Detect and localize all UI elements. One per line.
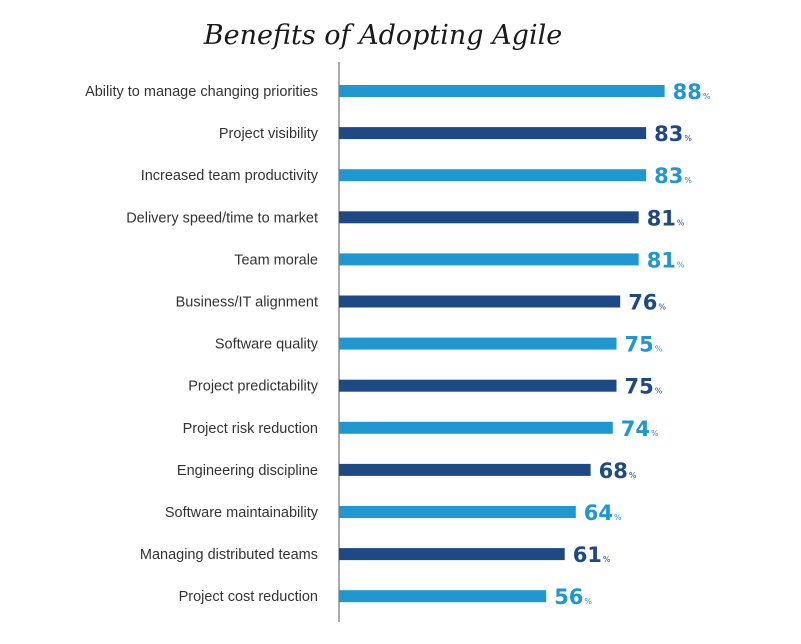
percent-sign: % (703, 92, 711, 101)
bars-group (339, 85, 665, 603)
category-label: Project risk reduction (183, 421, 318, 437)
bar (339, 337, 617, 350)
category-label: Business/IT alignment (176, 295, 318, 311)
bar (339, 295, 621, 308)
percent-sign: % (603, 555, 611, 564)
category-label: Increased team productivity (141, 168, 319, 184)
value-number: 61 (573, 543, 602, 567)
percent-sign: % (584, 597, 592, 606)
bar (339, 463, 591, 476)
value-number: 56 (554, 585, 583, 609)
value-number: 88 (673, 80, 702, 104)
percent-sign: % (677, 218, 685, 227)
percent-sign: % (677, 260, 685, 269)
category-label: Software quality (215, 337, 319, 353)
bar (339, 590, 547, 603)
category-label: Software maintainability (165, 505, 319, 521)
bar (339, 253, 639, 266)
category-label: Project cost reduction (179, 589, 318, 605)
value-number: 83 (654, 164, 683, 188)
category-label: Team morale (234, 252, 318, 268)
value-label: 64% (584, 501, 622, 525)
percent-sign: % (651, 429, 659, 438)
bar (339, 548, 565, 561)
value-number: 81 (647, 248, 676, 272)
percent-sign: % (684, 134, 692, 143)
value-number: 68 (599, 459, 628, 483)
chart-title: Benefits of Adopting Agile (203, 20, 562, 51)
bar (339, 421, 613, 434)
value-labels-group: 88%83%83%81%81%76%75%75%74%68%64%61%56% (554, 80, 711, 609)
bar (339, 506, 576, 518)
percent-sign: % (684, 176, 692, 185)
value-number: 75 (625, 375, 654, 399)
percent-sign: % (655, 387, 663, 396)
value-number: 76 (628, 291, 657, 315)
value-number: 74 (621, 417, 650, 441)
bar (339, 379, 617, 392)
bar (339, 127, 647, 140)
percent-sign: % (658, 303, 666, 312)
value-label: 83% (654, 164, 692, 188)
value-label: 56% (554, 585, 592, 609)
value-number: 83 (654, 122, 683, 146)
value-number: 81 (647, 206, 676, 230)
percent-sign: % (655, 345, 663, 354)
category-label: Ability to manage changing priorities (85, 84, 318, 100)
percent-sign: % (629, 471, 637, 480)
category-label: Delivery speed/time to market (126, 210, 318, 226)
bar (339, 211, 639, 224)
value-label: 75% (625, 333, 663, 357)
category-labels-group: Ability to manage changing priorities Pro… (85, 84, 319, 605)
value-number: 64 (584, 501, 613, 525)
value-label: 75% (625, 375, 663, 399)
value-label: 83% (654, 122, 692, 146)
value-label: 68% (599, 459, 637, 483)
value-number: 75 (625, 333, 654, 357)
value-label: 76% (628, 291, 666, 315)
category-label: Engineering discipline (177, 463, 318, 479)
bar (339, 169, 647, 182)
value-label: 81% (647, 206, 685, 230)
value-label: 88% (673, 80, 711, 104)
value-label: 61% (573, 543, 611, 567)
category-label: Project visibility (219, 126, 319, 142)
percent-sign: % (614, 513, 622, 522)
bar (339, 85, 665, 97)
value-label: 74% (621, 417, 659, 441)
value-label: 81% (647, 248, 685, 272)
category-label: Managing distributed teams (140, 547, 318, 563)
category-label: Project predictability (188, 379, 318, 395)
